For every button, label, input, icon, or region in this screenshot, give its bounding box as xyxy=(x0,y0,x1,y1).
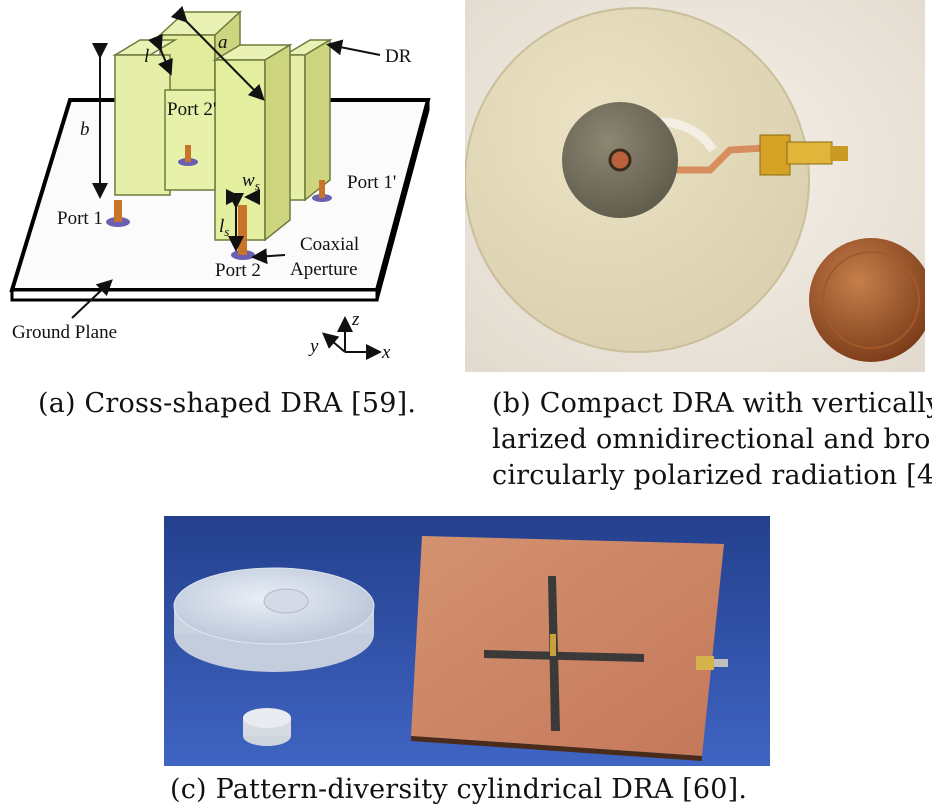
label-ls: ls xyxy=(219,216,229,239)
figure-b-photo xyxy=(465,0,925,372)
caption-a: (a) Cross-shaped DRA [59]. xyxy=(38,388,417,419)
figure-c-photo xyxy=(164,516,770,766)
axis-x-label: x xyxy=(381,342,391,363)
small-dielectric-cylinder xyxy=(243,708,291,746)
edge-connector xyxy=(696,656,728,670)
axis-y-label: y xyxy=(308,336,319,357)
label-b: b xyxy=(80,119,90,140)
label-port2: Port 2 xyxy=(215,260,261,281)
cross-slot xyxy=(484,576,644,731)
label-port2p: Port 2' xyxy=(167,99,216,120)
label-l: l xyxy=(144,46,149,67)
sma-connector xyxy=(759,134,848,176)
large-dielectric-cylinder xyxy=(173,567,375,672)
label-ws: ws xyxy=(242,170,260,193)
label-port1p: Port 1' xyxy=(347,172,396,193)
label-aperture: Aperture xyxy=(290,259,358,280)
caption-b-line-2: larized omnidirectional and broadside xyxy=(492,424,932,455)
label-a: a xyxy=(218,32,228,53)
penny-coin xyxy=(809,238,925,362)
label-dr: DR xyxy=(385,46,412,67)
caption-b-line-3: circularly polarized radiation [40]. xyxy=(492,460,932,491)
caption-b-line-1: (b) Compact DRA with vertically po- xyxy=(492,388,932,419)
caption-b: (b) Compact DRA with vertically po- lari… xyxy=(492,386,932,494)
caption-c: (c) Pattern-diversity cylindrical DRA [6… xyxy=(170,774,748,805)
copper-ground-plane xyxy=(411,536,724,761)
axis-z-label: z xyxy=(351,309,360,330)
label-ground-plane: Ground Plane xyxy=(12,322,117,343)
label-port1: Port 1 xyxy=(57,208,103,229)
figure-a-diagram: DR a l b Port 2' Port 1' Port 1 Port 2 w… xyxy=(9,5,431,363)
label-coaxial: Coaxial xyxy=(300,234,359,255)
